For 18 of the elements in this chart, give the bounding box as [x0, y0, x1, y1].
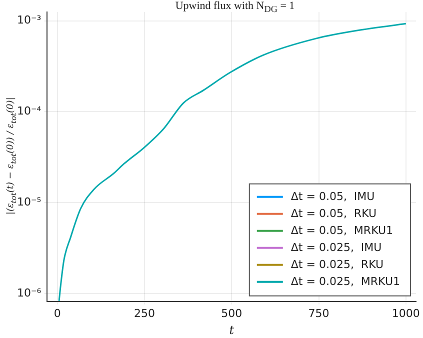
x-tick-label: 1000 [392, 306, 420, 320]
legend-label: Δt = 0.025, RKU [290, 258, 384, 271]
line-series [58, 22, 407, 302]
chart-title: Upwind flux with N$_{DG}$ = 1 [174, 0, 296, 14]
legend-label: Δt = 0.025, IMU [290, 240, 382, 254]
legend-label: Δt = 0.05, IMU [290, 190, 375, 203]
x-tick-label: 0 [54, 306, 61, 320]
legend-label: Δt = 0.05, MRKU1 [290, 224, 394, 237]
legend-label: Δt = 0.025, MRKU1 [290, 274, 400, 288]
legend-label: Δt = 0.05, RKU [290, 206, 377, 220]
x-axis-title: t [229, 322, 234, 337]
x-tick-label: 500 [221, 306, 242, 320]
y-tick-label: 10⁻³ [16, 14, 42, 27]
y-tick-label: 10⁻⁶ [16, 286, 42, 300]
y-tick-label: 10⁻⁵ [16, 196, 42, 209]
x-tick-label: 250 [134, 306, 155, 320]
x-tick-label: 750 [308, 306, 330, 320]
y-tick-label: 10⁻⁴ [16, 104, 42, 118]
